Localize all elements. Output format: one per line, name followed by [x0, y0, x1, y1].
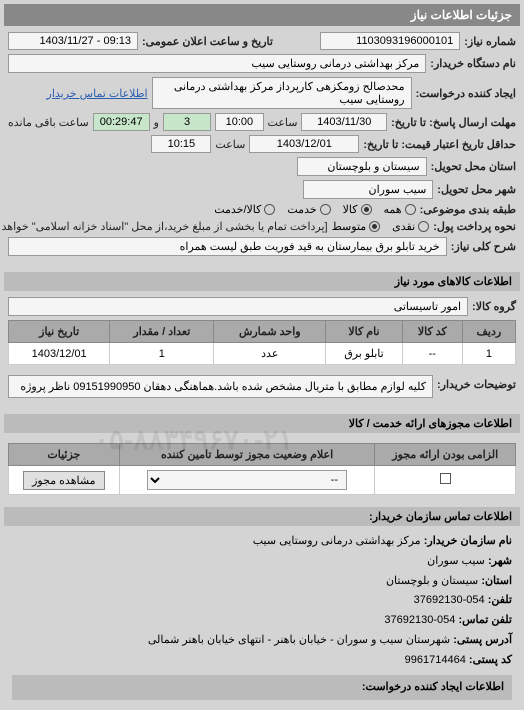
number-field: 1103093196000101 [320, 32, 460, 50]
view-permit-button[interactable]: مشاهده مجوز [23, 471, 104, 490]
and-label: و [154, 116, 159, 129]
col-mandatory: الزامی بودن ارائه مجوز [375, 444, 516, 466]
radio-cash[interactable]: نقدی [392, 220, 429, 233]
requester-label: ایجاد کننده درخواست: [416, 87, 516, 100]
radio-goods-service[interactable]: کالا/خدمت [214, 203, 275, 216]
fax: 054-37692130 [384, 614, 455, 626]
org-value: مرکز بهداشتی درمانی روستایی سیب [253, 535, 421, 547]
subject-label: شرح کلی نیاز: [451, 240, 516, 253]
category-label: طبقه بندی موضوعی: [420, 203, 516, 216]
group-label: گروه کالا: [472, 300, 516, 313]
deadline-time: 10:00 [215, 113, 263, 131]
remaining-days: 3 [163, 113, 211, 131]
radio-all[interactable]: همه [384, 203, 416, 216]
mandatory-checkbox[interactable] [440, 473, 451, 484]
col-row: ردیف [462, 321, 515, 343]
remaining-time: 00:29:47 [93, 113, 150, 131]
permits-table: الزامی بودن ارائه مجوز اعلام وضعیت مجوز … [8, 443, 516, 495]
deadline-date: 1403/11/30 [301, 113, 387, 131]
subject-field: خرید تابلو برق بیمارستان به قید فوریت طب… [8, 237, 447, 256]
announce-label: تاریخ و ساعت اعلان عمومی: [142, 35, 273, 48]
f-city-label: شهر: [488, 555, 512, 567]
col-status: اعلام وضعیت مجوز توسط تامین کننده [119, 444, 375, 466]
f-province-label: استان: [481, 575, 512, 587]
radio-mid[interactable]: متوسط [332, 220, 381, 233]
city-label: شهر محل تحویل: [437, 183, 516, 196]
radio-goods[interactable]: کالا [343, 203, 372, 216]
valid-label: حداقل تاریخ اعتبار قیمت: تا تاریخ: [363, 138, 516, 151]
deadline-label: مهلت ارسال پاسخ: تا تاریخ: [391, 116, 516, 129]
buyer-org-label: نام دستگاه خریدار: [430, 57, 516, 70]
time-label-2: ساعت [215, 138, 245, 151]
radio-service[interactable]: خدمت [287, 203, 330, 216]
contact-info: نام سازمان خریدار: مرکز بهداشتی درمانی ر… [4, 526, 520, 706]
postal-label: کد پستی: [469, 654, 512, 666]
org-label: نام سازمان خریدار: [424, 535, 512, 547]
desc-label: توضیحات خریدار: [437, 378, 516, 391]
goods-table: ردیف کد کالا نام کالا واحد شمارش تعداد /… [8, 320, 516, 365]
fax-label: تلفن تماس: [458, 614, 512, 626]
f-city: سیب سوران [427, 555, 485, 567]
category-radios: همه کالا خدمت کالا/خدمت [214, 203, 415, 216]
cell-unit: عدد [214, 343, 326, 365]
col-name: نام کالا [326, 321, 403, 343]
desc-field: کلیه لوازم مطابق با متریال مشخص شده باشد… [8, 375, 433, 398]
col-details: جزئیات [9, 444, 120, 466]
tel-label: تلفن: [488, 594, 512, 606]
contact-link[interactable]: اطلاعات تماس خریدار [47, 87, 148, 100]
cell-date: 1403/12/01 [9, 343, 110, 365]
cell-row: 1 [462, 343, 515, 365]
table-row: 1 -- تابلو برق عدد 1 1403/12/01 [9, 343, 516, 365]
city-field: سیب سوران [303, 180, 433, 199]
announce-field: 09:13 - 1403/11/27 [8, 32, 138, 50]
time-label-1: ساعت [268, 116, 298, 129]
cell-qty: 1 [110, 343, 214, 365]
buyer-org-field: مرکز بهداشتی درمانی روستایی سیب [8, 54, 426, 73]
col-qty: تعداد / مقدار [110, 321, 214, 343]
goods-section-title: اطلاعات کالاهای مورد نیاز [4, 272, 520, 291]
remaining-label: ساعت باقی مانده [8, 116, 89, 129]
address-label: آدرس پستی: [453, 634, 512, 646]
valid-time: 10:15 [151, 135, 211, 153]
pay-note: [پرداخت تمام یا بخشی از مبلغ خرید،از محل… [0, 220, 328, 233]
permit-row: -- مشاهده مجوز [9, 466, 516, 495]
need-info-form: شماره نیاز: 1103093196000101 تاریخ و ساع… [4, 26, 520, 266]
number-label: شماره نیاز: [464, 35, 516, 48]
col-date: تاریخ نیاز [9, 321, 110, 343]
col-unit: واحد شمارش [214, 321, 326, 343]
postal: 9961714464 [405, 654, 466, 666]
cell-code: -- [402, 343, 462, 365]
status-select[interactable]: -- [147, 470, 347, 490]
tel: 054-37692130 [414, 594, 485, 606]
f-province: سیستان و بلوچستان [386, 575, 478, 587]
requester-field: محدصالح زومکزهی کارپرداز مرکز بهداشتی در… [152, 77, 412, 109]
province-label: استان محل تحویل: [431, 160, 516, 173]
purchase-label: نحوه پرداخت پول: [433, 220, 516, 233]
permits-section-title: اطلاعات مجوزهای ارائه خدمت / کالا [4, 414, 520, 433]
main-header: جزئیات اطلاعات نیاز [4, 4, 520, 26]
payment-radios: نقدی متوسط [332, 220, 430, 233]
col-code: کد کالا [402, 321, 462, 343]
cell-name: تابلو برق [326, 343, 403, 365]
province-field: سیستان و بلوچستان [297, 157, 427, 176]
valid-date: 1403/12/01 [249, 135, 359, 153]
address: شهرستان سیب و سوران - خیابان باهنر - انت… [148, 634, 450, 646]
contact-section-title: اطلاعات تماس سازمان خریدار: [4, 507, 520, 526]
req-creator-title: اطلاعات ایجاد کننده درخواست: [12, 675, 512, 701]
group-field: امور تاسیساتی [8, 297, 468, 316]
